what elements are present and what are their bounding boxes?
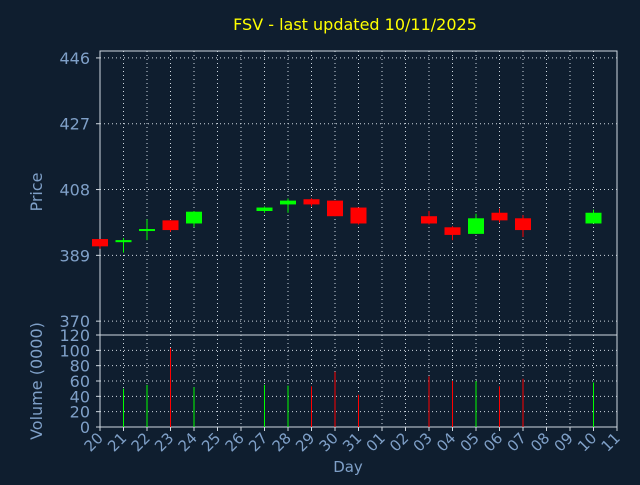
candle-30 [327, 200, 343, 217]
candle-23 [162, 220, 179, 232]
x-tick-label: 05 [457, 429, 483, 455]
candle-06 [491, 208, 508, 223]
volume-tick-label: 60 [70, 372, 90, 391]
candle-05 [468, 213, 484, 234]
x-tick-label: 01 [363, 429, 389, 455]
price-tick-label: 446 [59, 49, 90, 68]
volume-tick-label: 100 [59, 341, 90, 360]
x-tick-label: 25 [198, 429, 224, 455]
candle-07 [515, 215, 531, 237]
candle-31 [350, 207, 367, 225]
candle-body [280, 200, 296, 205]
candle-29 [303, 198, 320, 207]
candle-27 [256, 206, 273, 213]
candle-body [515, 218, 531, 231]
x-tick-label: 10 [574, 429, 600, 455]
candle-21 [115, 238, 132, 253]
volume-tick-label: 120 [59, 326, 90, 345]
x-tick-label: 31 [339, 429, 365, 455]
x-tick-label: 09 [551, 429, 577, 455]
price-tick-label: 389 [59, 246, 90, 265]
x-tick-label: 24 [175, 429, 201, 455]
candle-body [186, 211, 202, 224]
price-axis-label: Price [27, 172, 46, 211]
price-panel-frame [99, 50, 618, 336]
candle-body [350, 207, 367, 224]
x-tick-label: 02 [386, 429, 412, 455]
x-tick-label: 11 [598, 429, 624, 455]
price-panel: 370 389 408 427 446 [59, 49, 618, 336]
x-tick-label: 30 [316, 429, 342, 455]
x-tick-label: 03 [410, 429, 436, 455]
x-tick-label: 04 [433, 429, 459, 455]
candle-10 [585, 209, 602, 224]
volume-tick-label: 80 [70, 357, 90, 376]
volume-tick-label: 40 [70, 387, 90, 406]
candle-body [162, 220, 179, 231]
candle-body [139, 229, 155, 232]
volume-axis-label: Volume (0000) [27, 322, 46, 440]
candle-03 [421, 211, 437, 225]
candle-body [327, 200, 343, 217]
price-tick-label: 408 [59, 181, 90, 200]
x-tick-label: 07 [504, 429, 530, 455]
volume-tick-label: 0 [80, 418, 90, 437]
candle-body [421, 216, 437, 224]
chart-title: FSV - last updated 10/11/2025 [233, 15, 477, 34]
candle-20 [92, 239, 108, 249]
x-tick-label: 26 [222, 429, 248, 455]
price-tick-label: 370 [59, 312, 90, 331]
x-tick-label: 08 [527, 429, 553, 455]
volume-tick-label: 20 [70, 403, 90, 422]
candle-22 [139, 219, 155, 241]
price-tick-label: 427 [59, 115, 90, 134]
candle-body [303, 199, 320, 205]
x-axis-label: Day [333, 458, 363, 476]
x-tick-label: 29 [292, 429, 318, 455]
x-tick-labels: 2021222324252627282930310102030405060708… [81, 427, 624, 455]
x-tick-label: 28 [269, 429, 295, 455]
candle-body [444, 227, 461, 235]
candle-body [92, 239, 108, 247]
x-tick-label: 06 [480, 429, 506, 455]
x-tick-label: 22 [128, 429, 154, 455]
candle-body [256, 207, 273, 212]
x-tick-label: 27 [245, 429, 271, 455]
candle-body [585, 212, 602, 224]
candle-04 [444, 226, 461, 241]
candle-24 [186, 211, 202, 228]
x-tick-label: 23 [151, 429, 177, 455]
x-tick-label: 21 [104, 429, 130, 455]
candle-body [468, 218, 484, 234]
candle-body [491, 212, 508, 221]
candle-body [115, 240, 132, 243]
candle-28 [280, 198, 296, 213]
